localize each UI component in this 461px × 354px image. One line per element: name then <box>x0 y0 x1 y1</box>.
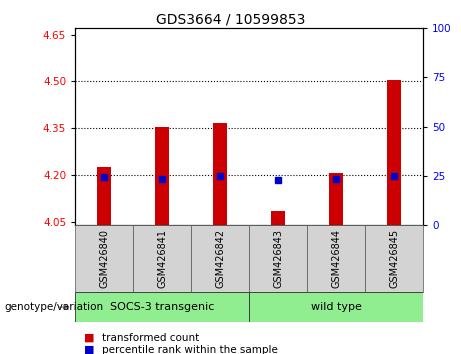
Text: wild type: wild type <box>311 302 361 312</box>
Text: ■: ■ <box>84 345 95 354</box>
Bar <box>213 124 227 225</box>
Text: GSM426841: GSM426841 <box>157 229 167 288</box>
Text: GSM426842: GSM426842 <box>215 229 225 288</box>
Bar <box>133 225 191 292</box>
Text: genotype/variation: genotype/variation <box>5 302 104 312</box>
Text: percentile rank within the sample: percentile rank within the sample <box>102 345 278 354</box>
Bar <box>75 292 249 322</box>
Text: GSM426843: GSM426843 <box>273 229 283 288</box>
Text: GSM426844: GSM426844 <box>331 229 341 288</box>
Bar <box>191 225 249 292</box>
Bar <box>155 126 169 225</box>
Text: GSM426840: GSM426840 <box>99 229 109 288</box>
Text: GSM426845: GSM426845 <box>389 229 399 288</box>
Text: transformed count: transformed count <box>102 333 199 343</box>
Bar <box>387 80 402 225</box>
Bar <box>249 225 307 292</box>
Text: ■: ■ <box>84 333 95 343</box>
Bar <box>97 167 112 225</box>
Bar <box>365 225 423 292</box>
Text: GDS3664 / 10599853: GDS3664 / 10599853 <box>156 12 305 27</box>
Bar <box>329 173 343 225</box>
Bar <box>249 292 423 322</box>
Bar <box>271 211 285 225</box>
Bar <box>75 225 133 292</box>
Text: SOCS-3 transgenic: SOCS-3 transgenic <box>110 302 214 312</box>
Bar <box>307 225 365 292</box>
